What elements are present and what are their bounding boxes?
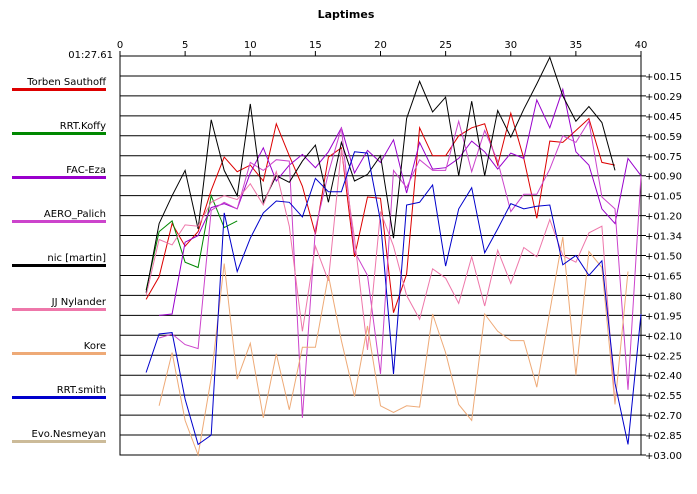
y-tick-label: +00.75 xyxy=(645,152,682,163)
legend: Torben Sauthoff RRT.Koffy FAC-Eza AERO_Pali… xyxy=(12,77,107,443)
y-tick-label: +02.40 xyxy=(645,371,682,382)
y-tick-label: +00.45 xyxy=(645,112,682,123)
x-tick-label: 35 xyxy=(570,40,583,51)
series-line-fac-eza xyxy=(159,87,642,316)
legend-label: Evo.Nesmeyan xyxy=(32,429,106,440)
legend-label: RRT.smith xyxy=(57,385,106,396)
series-line-rrt-koffy xyxy=(145,193,238,291)
x-tick-label: 20 xyxy=(374,40,387,51)
legend-swatch xyxy=(12,176,106,179)
x-tick-label: 15 xyxy=(309,40,322,51)
legend-swatch xyxy=(12,132,106,135)
series-line-nic-martin xyxy=(145,55,616,293)
series-line-rrt-smith xyxy=(145,151,642,446)
x-tick-label: 10 xyxy=(244,40,257,51)
legend-label: Kore xyxy=(84,341,106,352)
y-tick-label: +01.50 xyxy=(645,252,682,263)
x-tick-label: 30 xyxy=(504,40,517,51)
legend-label: AERO_Palich xyxy=(44,209,106,220)
y-tick-label: +03.00 xyxy=(645,451,682,462)
legend-swatch xyxy=(12,396,106,399)
legend-label: nic [martin] xyxy=(47,253,106,264)
x-tick-label: 40 xyxy=(635,40,648,51)
y-tick-label: +00.90 xyxy=(645,172,682,183)
legend-swatch xyxy=(12,264,106,267)
x-tick-label: 0 xyxy=(117,40,123,51)
legend-swatch xyxy=(12,220,106,223)
chart-title: Laptimes xyxy=(318,8,375,21)
y-tick-label: +02.25 xyxy=(645,351,682,362)
best-time-label: 01:27.61 xyxy=(68,50,113,61)
series-layer xyxy=(145,55,642,457)
series-line-torben-sauthoff xyxy=(145,111,616,313)
y-tick-label: +01.65 xyxy=(645,271,682,282)
series-line-kore xyxy=(158,236,629,457)
legend-label: Torben Sauthoff xyxy=(26,77,107,88)
legend-swatch xyxy=(12,308,106,311)
y-tick-label: +01.05 xyxy=(645,192,682,203)
y-tick-label: +01.95 xyxy=(645,311,682,322)
legend-swatch xyxy=(12,440,106,443)
y-tick-label: +02.70 xyxy=(645,411,682,422)
y-tick-label: +00.15 xyxy=(645,72,682,83)
legend-label: FAC-Eza xyxy=(66,165,106,176)
legend-swatch xyxy=(12,88,106,91)
legend-label: JJ Nylander xyxy=(51,297,107,308)
y-tick-label: +02.85 xyxy=(645,431,682,442)
x-tick-label: 5 xyxy=(182,40,188,51)
y-tick-label: +01.80 xyxy=(645,291,682,302)
y-tick-label: +01.20 xyxy=(645,212,682,223)
y-tick-label: +00.59 xyxy=(645,132,682,143)
legend-swatch xyxy=(12,352,106,355)
x-tick-label: 25 xyxy=(439,40,452,51)
y-tick-label: +02.10 xyxy=(645,331,682,342)
series-line-jj-nylander xyxy=(145,149,616,404)
legend-label: RRT.Koffy xyxy=(60,121,106,132)
y-tick-label: +01.34 xyxy=(645,232,682,243)
y-tick-label: +00.29 xyxy=(645,92,682,103)
y-tick-label: +02.55 xyxy=(645,391,682,402)
